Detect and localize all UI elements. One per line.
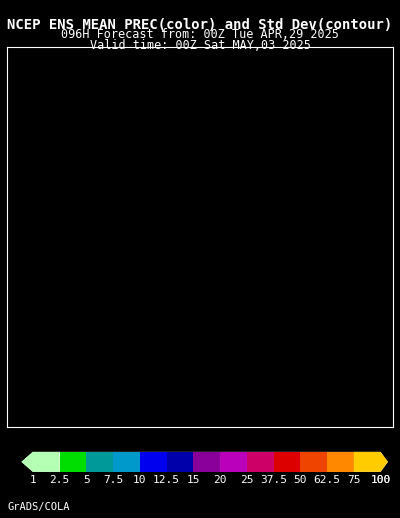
Polygon shape xyxy=(60,452,86,472)
Text: 12.5: 12.5 xyxy=(153,476,180,485)
Polygon shape xyxy=(327,452,354,472)
Text: 75: 75 xyxy=(347,476,360,485)
Text: GrADS/COLA: GrADS/COLA xyxy=(7,502,70,512)
Text: Valid time: 00Z Sat MAY,03 2025: Valid time: 00Z Sat MAY,03 2025 xyxy=(90,39,310,52)
Text: 1: 1 xyxy=(30,476,36,485)
Text: 37.5: 37.5 xyxy=(260,476,287,485)
Text: NCEP ENS MEAN PREC(color) and Std Dev(contour): NCEP ENS MEAN PREC(color) and Std Dev(co… xyxy=(7,18,393,32)
Polygon shape xyxy=(22,452,60,472)
Text: 20: 20 xyxy=(213,476,227,485)
Text: 100: 100 xyxy=(370,476,391,485)
Polygon shape xyxy=(86,452,113,472)
Polygon shape xyxy=(220,452,247,472)
Text: 7.5: 7.5 xyxy=(103,476,123,485)
Text: 25: 25 xyxy=(240,476,254,485)
Polygon shape xyxy=(22,452,388,472)
Text: 10: 10 xyxy=(133,476,146,485)
Polygon shape xyxy=(193,452,220,472)
Polygon shape xyxy=(166,452,193,472)
Polygon shape xyxy=(140,452,166,472)
Text: 62.5: 62.5 xyxy=(314,476,340,485)
Polygon shape xyxy=(354,452,388,472)
Text: 100: 100 xyxy=(370,476,391,485)
Text: 096H Forecast from: 00Z Tue APR,29 2025: 096H Forecast from: 00Z Tue APR,29 2025 xyxy=(61,28,339,41)
Polygon shape xyxy=(113,452,140,472)
Polygon shape xyxy=(247,452,274,472)
Text: 50: 50 xyxy=(294,476,307,485)
Text: 5: 5 xyxy=(83,476,90,485)
Text: 2.5: 2.5 xyxy=(50,476,70,485)
Polygon shape xyxy=(274,452,300,472)
Polygon shape xyxy=(300,452,327,472)
Text: 15: 15 xyxy=(186,476,200,485)
